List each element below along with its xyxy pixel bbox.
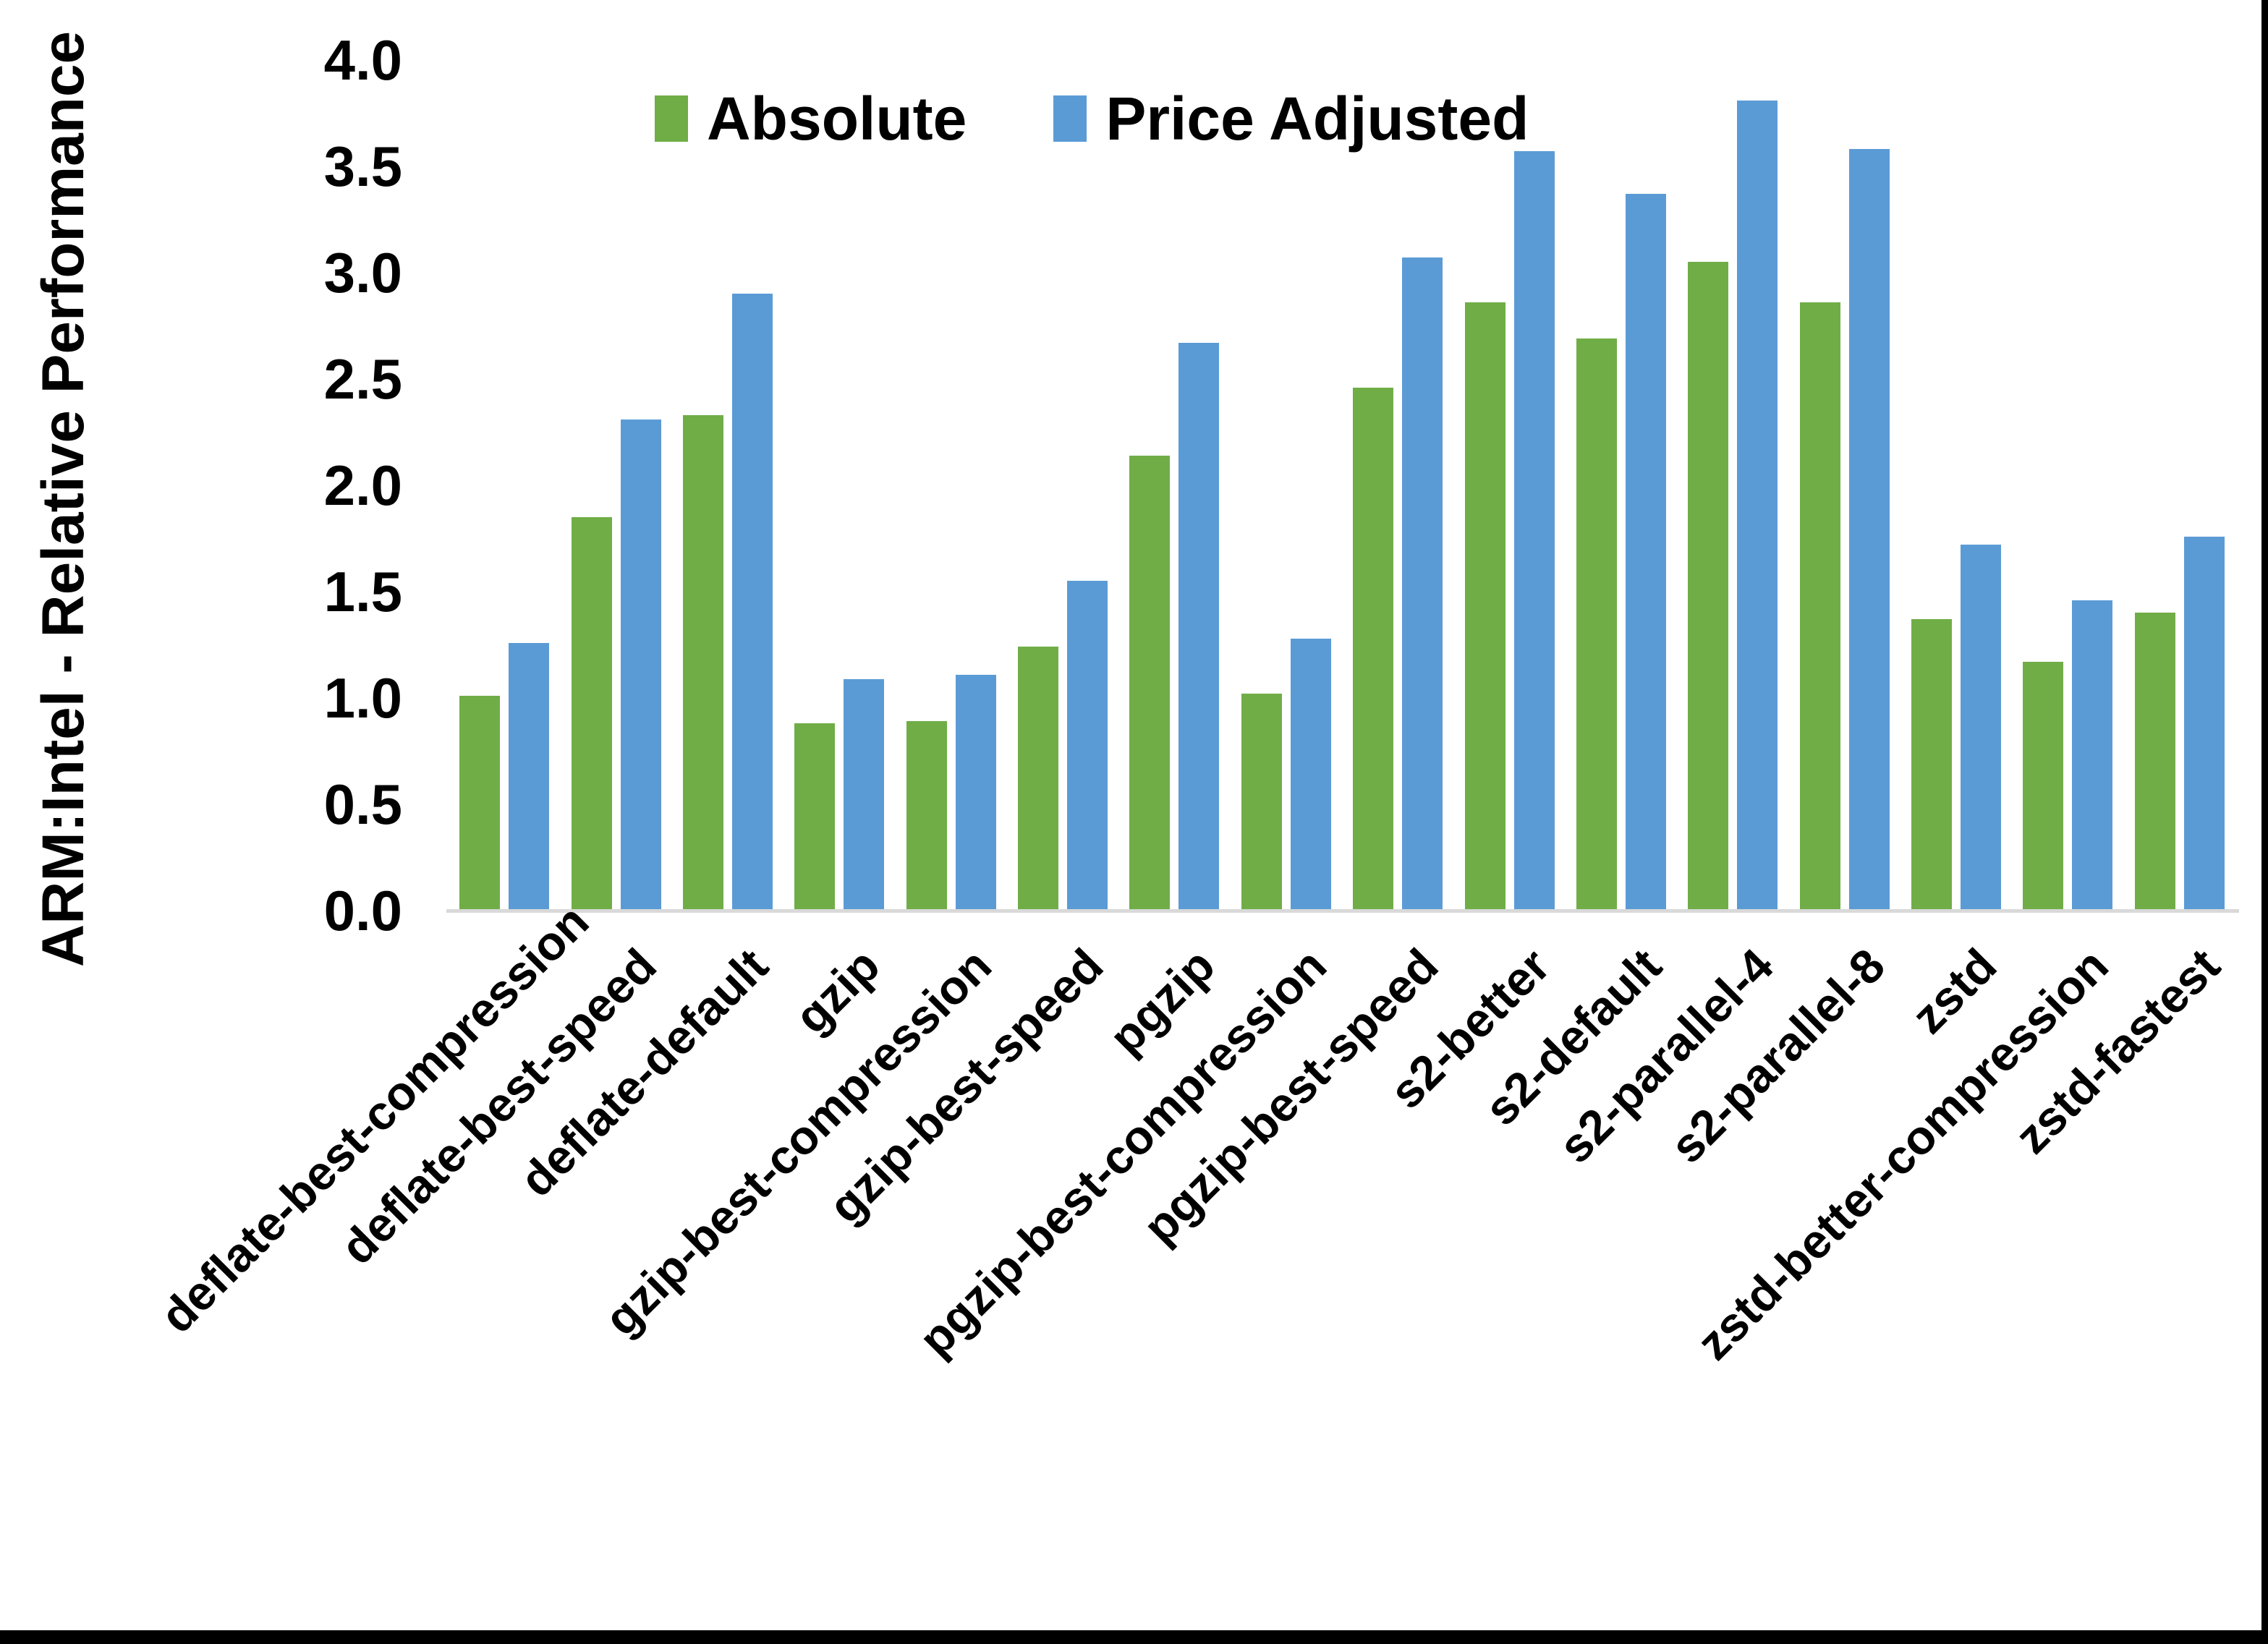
legend-swatch-price-adjusted <box>1053 95 1087 142</box>
figure-border-bottom <box>0 1630 2268 1644</box>
bar-group <box>896 60 1007 911</box>
bar-price-adjusted <box>620 419 661 911</box>
y-tick-label: 3.5 <box>323 135 402 198</box>
bar-absolute <box>459 696 501 911</box>
bar-group <box>1231 60 1342 911</box>
bar-price-adjusted <box>1178 343 1220 911</box>
bar-price-adjusted <box>2072 600 2113 911</box>
bar-absolute <box>1353 387 1394 911</box>
bar-absolute <box>794 723 836 911</box>
y-tick-label: 3.0 <box>323 241 402 304</box>
bar-absolute <box>1464 302 1505 911</box>
y-tick-label: 1.0 <box>323 666 402 730</box>
bar-group <box>1789 60 1900 911</box>
bar-absolute <box>1799 302 1840 911</box>
bar-absolute <box>1688 262 1729 911</box>
legend-item-price-adjusted: Price Adjusted <box>1053 88 1529 149</box>
bar-price-adjusted <box>1737 100 1778 911</box>
bar-group <box>783 60 895 911</box>
y-tick-label: 0.0 <box>323 879 402 942</box>
bar-price-adjusted <box>731 294 773 911</box>
bar-group <box>1007 60 1118 911</box>
bar-price-adjusted <box>1513 151 1555 911</box>
figure-border-right <box>2261 0 2268 1644</box>
legend-swatch-absolute <box>655 95 688 142</box>
bar-absolute <box>2023 662 2064 911</box>
legend-item-absolute: Absolute <box>655 88 967 149</box>
bar-price-adjusted <box>1402 257 1443 911</box>
bar-group <box>449 60 560 911</box>
bar-group <box>1900 60 2012 911</box>
bar-absolute <box>1241 694 1282 911</box>
bar-price-adjusted <box>955 674 996 911</box>
y-tick-label: 2.5 <box>323 347 402 411</box>
bar-price-adjusted <box>1290 638 1331 911</box>
bar-group <box>1118 60 1230 911</box>
bar-absolute <box>571 517 612 911</box>
bar-group <box>1677 60 1788 911</box>
y-tick-label: 1.5 <box>323 560 402 623</box>
bar-price-adjusted <box>844 678 885 911</box>
legend-label-price-adjusted: Price Adjusted <box>1105 85 1529 153</box>
bar-group <box>560 60 671 911</box>
bar-group <box>672 60 783 911</box>
legend-label-absolute: Absolute <box>707 85 967 153</box>
legend: Absolute Price Adjusted <box>655 88 1529 149</box>
bar-price-adjusted <box>1625 194 1666 911</box>
bar-group <box>1342 60 1453 911</box>
bar-group <box>1453 60 1565 911</box>
bar-group <box>1566 60 1677 911</box>
bar-absolute <box>1576 338 1617 911</box>
bar-absolute <box>1911 619 1953 911</box>
bar-absolute <box>2134 613 2175 911</box>
y-tick-label: 0.5 <box>323 772 402 836</box>
y-tick-label: 2.0 <box>323 453 402 517</box>
y-axis-title: ARM:Intel - Relative Performance <box>30 30 96 968</box>
bar-price-adjusted <box>1961 545 2002 911</box>
bar-price-adjusted <box>509 642 550 911</box>
bar-price-adjusted <box>2183 536 2225 911</box>
bar-absolute <box>1129 455 1171 911</box>
bar-absolute <box>1018 647 1059 911</box>
bar-absolute <box>682 414 723 911</box>
plot-area <box>449 60 2235 911</box>
bar-price-adjusted <box>1067 581 1108 911</box>
bar-group <box>2124 60 2235 911</box>
bar-group <box>2012 60 2123 911</box>
bar-absolute <box>906 721 947 911</box>
x-axis-line <box>446 909 2239 913</box>
y-tick-label: 4.0 <box>323 28 402 92</box>
bar-price-adjusted <box>1848 149 1890 911</box>
